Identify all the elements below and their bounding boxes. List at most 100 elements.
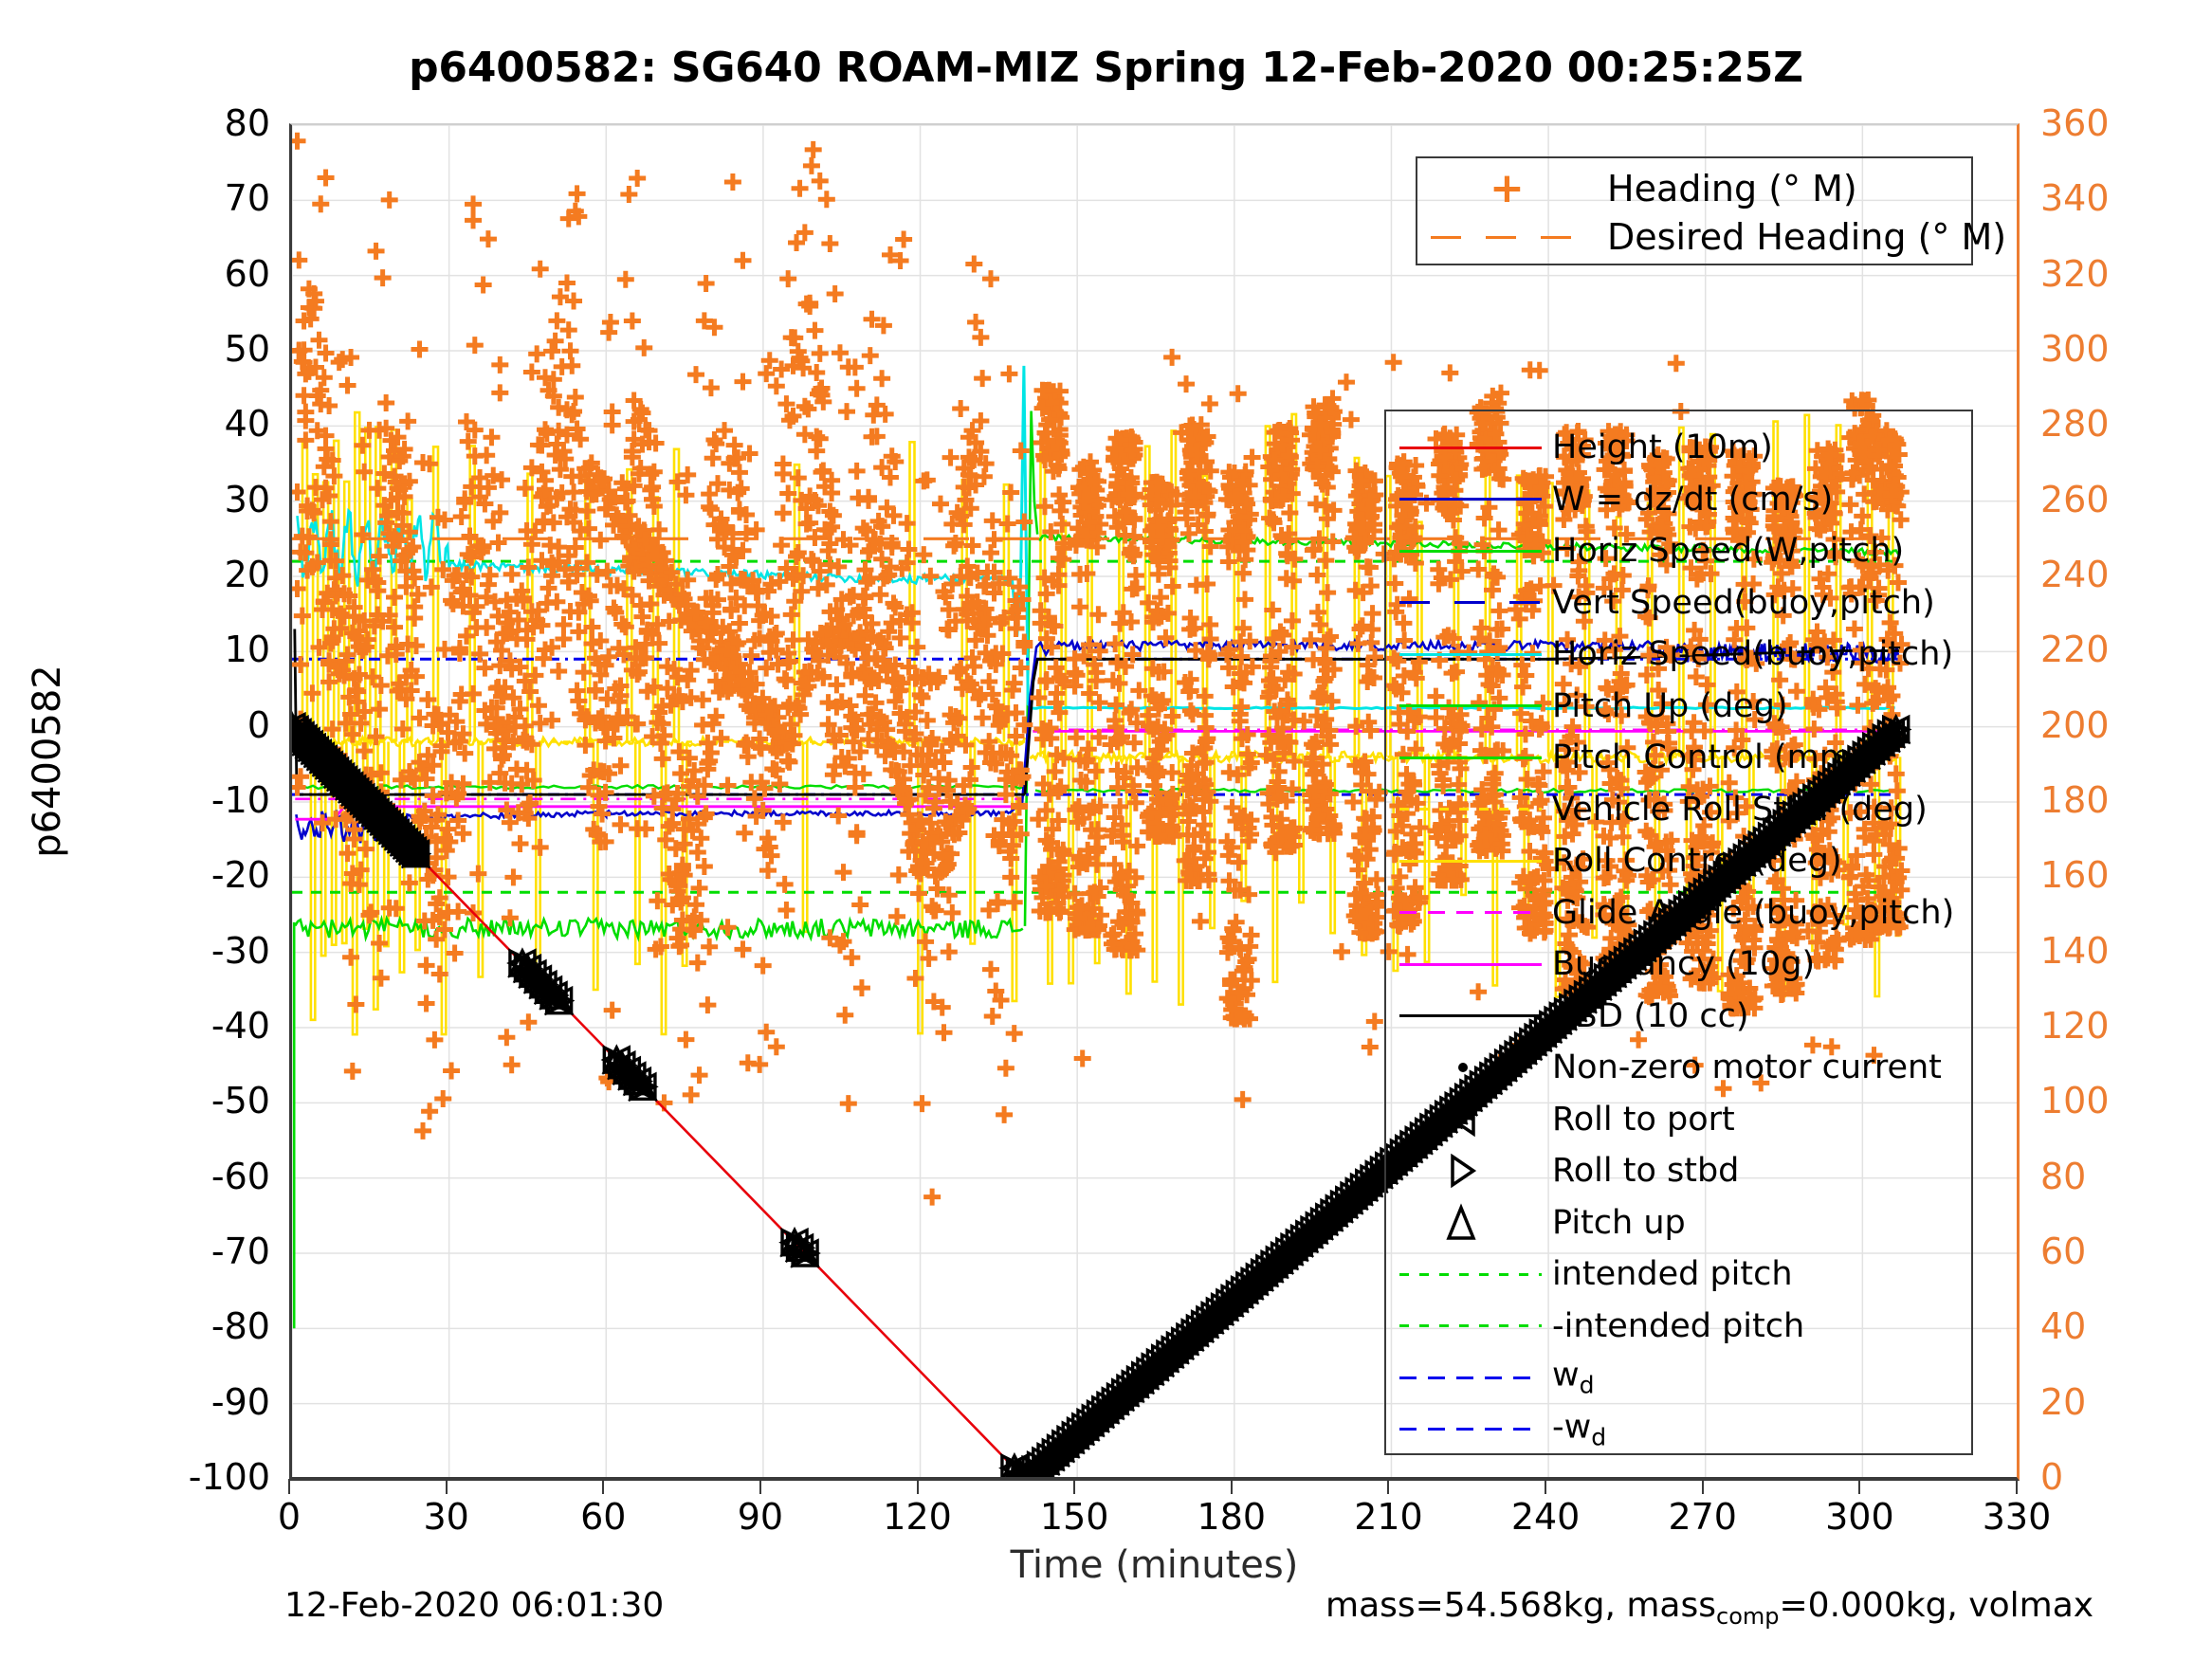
y2-tick-300: 300 (2040, 328, 2110, 370)
triangle-right-marker-icon (1451, 1153, 1477, 1189)
footer-timestamp: 12-Feb-2020 06:01:30 (284, 1586, 665, 1625)
line-sample (1399, 1324, 1542, 1327)
y-tick--100: -100 (188, 1456, 270, 1498)
legend-label: Glide Angle (buoy,pitch) (1552, 893, 1955, 932)
footer-mass-post: =0.000kg, volmax (1779, 1586, 2094, 1625)
y2-tick-320: 320 (2040, 252, 2110, 295)
line-sample (1399, 601, 1542, 604)
heading-legend: + Heading (° M) Desired Heading (° M) (1416, 156, 2006, 265)
legend-label: -wd (1552, 1408, 1606, 1450)
y2-tick-200: 200 (2040, 703, 2110, 746)
x-tickmark (1545, 1479, 1547, 1494)
line-sample (1399, 962, 1542, 966)
line-sample (1431, 235, 1573, 239)
footer-mass-info: mass=54.568kg, masscomp=0.000kg, volmax (1325, 1586, 2093, 1630)
legend-label-text: -w (1552, 1408, 1592, 1446)
x-tickmark (759, 1479, 761, 1494)
x-tickmark (445, 1479, 448, 1494)
y-tick--70: -70 (210, 1231, 270, 1272)
y2-tick-80: 80 (2040, 1155, 2087, 1197)
x-tickmark (1073, 1479, 1076, 1494)
y2-axis-tick-labels: 360 340 320 300 280 260 240 220 200 180 160 140 120 1… (2040, 102, 2212, 1498)
line-sample (1399, 446, 1542, 449)
y2-tick-40: 40 (2040, 1305, 2087, 1348)
y-tick--10: -10 (210, 779, 270, 821)
y2-tick-220: 220 (2040, 629, 2110, 671)
y2-tick-140: 140 (2040, 929, 2110, 972)
legend-label: W = dz/dt (cm/s) (1552, 480, 1834, 519)
x-tickmark (1858, 1479, 1861, 1494)
y-axis-tick-labels: 80 70 60 50 40 30 20 10 0 -10 -20 -30 -40 -50 -60 -70 -8… (114, 102, 270, 1498)
y-tick-50: 50 (224, 328, 270, 370)
legend-label: Pitch up (1552, 1203, 1686, 1242)
footer-mass-subscript: comp (1716, 1603, 1780, 1631)
x-tickmark (916, 1479, 919, 1494)
line-sample (1399, 859, 1542, 863)
legend-label: Non-zero motor current (1552, 1048, 1942, 1086)
y2-tick-120: 120 (2040, 1005, 2110, 1047)
y2-tick-240: 240 (2040, 554, 2110, 595)
y-tick--30: -30 (210, 929, 270, 972)
x-tick-180: 180 (1197, 1496, 1267, 1538)
y2-tick-360: 360 (2040, 102, 2110, 144)
y-tick--50: -50 (210, 1080, 270, 1122)
legend-label: VBD (10 cc) (1552, 996, 1749, 1035)
legend-label: Roll to port (1552, 1100, 1735, 1139)
y-tick-30: 30 (224, 478, 270, 520)
legend-label: Vert Speed(buoy,pitch) (1552, 583, 1935, 622)
line-sample (1399, 1376, 1542, 1379)
y-axis-title: p6400582 (26, 665, 69, 858)
page-title: p6400582: SG640 ROAM-MIZ Spring 12-Feb-2… (409, 44, 1803, 92)
y-tick--40: -40 (210, 1005, 270, 1047)
x-tick-30: 30 (423, 1496, 469, 1538)
line-sample (1399, 808, 1542, 811)
y-tick-20: 20 (224, 554, 270, 595)
line-sample (1399, 756, 1542, 759)
legend-label: Horiz Speed(W,pitch) (1552, 532, 1905, 570)
line-sample (1399, 1014, 1542, 1017)
x-tick-90: 90 (737, 1496, 784, 1538)
y2-tick-60: 60 (2040, 1231, 2087, 1272)
legend-label: Buoyancy (10g) (1552, 945, 1816, 983)
legend-label: Height (10m) (1552, 428, 1773, 466)
legend-label: Roll Control (deg) (1552, 842, 1842, 880)
x-tick-60: 60 (580, 1496, 627, 1538)
x-tickmark (1387, 1479, 1390, 1494)
x-tickmark (1230, 1479, 1233, 1494)
triangle-left-marker-icon (1449, 1102, 1475, 1137)
dot-marker-icon (1458, 1063, 1468, 1072)
y2-tick-20: 20 (2040, 1380, 2087, 1423)
legend-label: Vehicle Roll Stbd (deg) (1552, 790, 1928, 829)
y-tick-10: 10 (224, 629, 270, 671)
x-tickmark (288, 1479, 290, 1494)
legend-label: Desired Heading (° M) (1607, 216, 2007, 258)
y-tick--60: -60 (210, 1155, 270, 1197)
footer-mass-pre: mass=54.568kg, mass (1325, 1586, 1716, 1625)
y2-tick-0: 0 (2040, 1456, 2064, 1498)
y-tick-70: 70 (224, 177, 270, 220)
line-sample (1399, 1428, 1542, 1431)
legend-label: Pitch Control (mm) (1552, 738, 1865, 776)
y-tick--80: -80 (210, 1305, 270, 1348)
legend-label: Heading (° M) (1607, 168, 1857, 210)
plot-area (289, 123, 2020, 1481)
line-sample (1399, 652, 1542, 656)
y-tick-0: 0 (247, 703, 270, 746)
y2-tick-180: 180 (2040, 779, 2110, 821)
y2-tick-160: 160 (2040, 854, 2110, 897)
legend-label-subscript: d (1579, 1371, 1595, 1399)
triangle-up-marker-icon (1446, 1202, 1476, 1240)
x-tick-270: 270 (1668, 1496, 1737, 1538)
y-tick--20: -20 (210, 854, 270, 897)
x-tickmark (2016, 1479, 2018, 1494)
line-sample (1399, 498, 1542, 501)
x-tick-300: 300 (1825, 1496, 1894, 1538)
x-tick-120: 120 (883, 1496, 952, 1538)
y-tick--90: -90 (210, 1380, 270, 1423)
y2-tick-100: 100 (2040, 1080, 2110, 1122)
x-axis-tick-labels: 0 30 60 90 120 150 180 210 240 270 300 330 (278, 1479, 2051, 1543)
legend-label: Horiz Speed(buoy,pitch) (1552, 635, 1954, 673)
legend-label: Pitch Up (deg) (1552, 686, 1788, 725)
y-tick-40: 40 (224, 403, 270, 446)
data-layer (292, 132, 1912, 1477)
